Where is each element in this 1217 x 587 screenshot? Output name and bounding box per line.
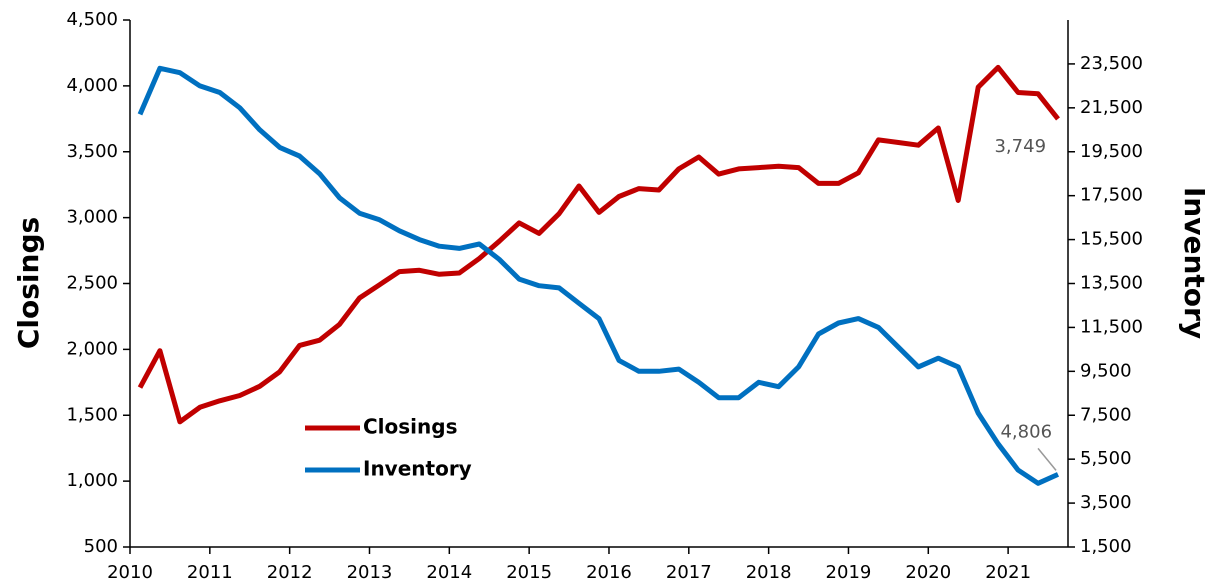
data-label: 3,749 [994, 136, 1046, 157]
x-tick-label: 2017 [666, 562, 712, 583]
legend-label: Closings [363, 415, 458, 439]
y2-axis-title: Inventory [1178, 187, 1211, 339]
x-tick-label: 2015 [506, 562, 552, 583]
y-axis-title: Closings [12, 217, 45, 349]
x-tick-label: 2010 [107, 562, 153, 583]
y-tick-label: 4,500 [66, 9, 118, 30]
legend-label: Inventory [363, 457, 472, 481]
series-line [137, 64, 1060, 425]
y-tick-label: 4,000 [66, 75, 118, 96]
y-tick-label: 500 [84, 536, 118, 557]
y2-tick-label: 19,500 [1080, 141, 1143, 162]
y2-tick-label: 23,500 [1080, 53, 1143, 74]
y-tick-label: 1,500 [66, 404, 118, 425]
x-tick-label: 2013 [347, 562, 393, 583]
x-tick-label: 2019 [826, 562, 872, 583]
y-tick-label: 3,500 [66, 141, 118, 162]
y2-tick-label: 17,500 [1080, 185, 1143, 206]
y2-tick-label: 7,500 [1080, 404, 1132, 425]
y2-tick-label: 15,500 [1080, 229, 1143, 250]
x-tick-label: 2014 [426, 562, 472, 583]
label-leader [1037, 447, 1057, 471]
y2-tick-label: 11,500 [1080, 316, 1143, 337]
y2-tick-label: 13,500 [1080, 273, 1143, 294]
y2-tick-label: 3,500 [1080, 492, 1132, 513]
y2-tick-label: 1,500 [1080, 536, 1132, 557]
x-tick-label: 2011 [187, 562, 233, 583]
x-tick-label: 2016 [586, 562, 632, 583]
x-tick-label: 2020 [905, 562, 951, 583]
x-tick-label: 2018 [746, 562, 792, 583]
x-tick-label: 2021 [985, 562, 1031, 583]
y-tick-label: 3,000 [66, 207, 118, 228]
y-tick-label: 2,500 [66, 273, 118, 294]
y2-tick-label: 21,500 [1080, 97, 1143, 118]
y-tick-label: 1,000 [66, 470, 118, 491]
y2-tick-label: 9,500 [1080, 360, 1132, 381]
y-tick-label: 2,000 [66, 338, 118, 359]
x-tick-label: 2012 [267, 562, 313, 583]
y2-tick-label: 5,500 [1080, 448, 1132, 469]
data-label: 4,806 [1000, 421, 1052, 442]
series-line [137, 65, 1060, 486]
